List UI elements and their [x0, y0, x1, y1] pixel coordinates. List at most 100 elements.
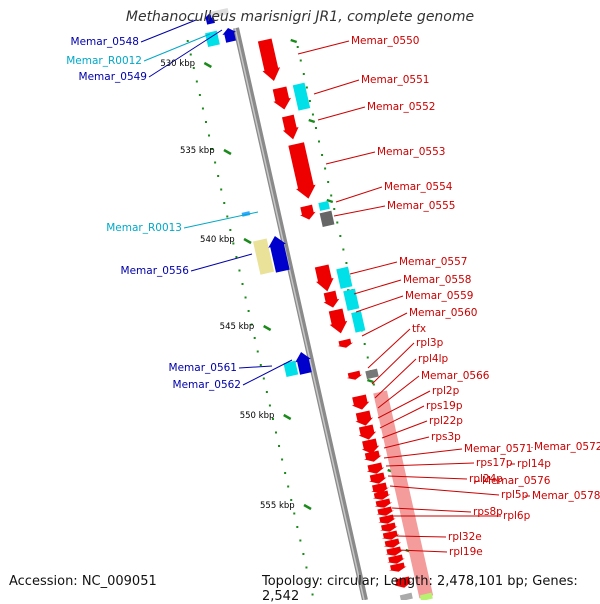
gene-label-memar-0566[interactable]: Memar_0566 [421, 370, 490, 382]
gene-memar-0554a[interactable] [298, 204, 317, 221]
gene-memar-0552[interactable] [280, 114, 301, 141]
gene-memar-0550[interactable] [256, 38, 283, 83]
gene-label-memar-0550[interactable]: Memar_0550 [351, 35, 420, 47]
gene-tail-green[interactable] [419, 592, 433, 600]
gene-ribosomal-12[interactable] [379, 522, 398, 534]
gene-label-rpl32e[interactable]: rpl32e [448, 531, 482, 543]
gene-memar-0560[interactable] [327, 308, 350, 335]
gene-label-rpl5p[interactable]: rpl5p [501, 489, 529, 501]
leader-line [313, 79, 360, 95]
label-leader-lines [140, 19, 533, 553]
gene-label-rps8p[interactable]: rps8p [473, 506, 503, 518]
leader-line [297, 40, 350, 55]
gene-label-memar-0561[interactable]: Memar_0561 [168, 362, 237, 374]
gene-ribosomal-9[interactable] [374, 498, 393, 510]
minor-tick-dot [314, 127, 317, 129]
gene-label-rpl24p[interactable]: rpl24p [469, 473, 503, 485]
gene-rpl4lp[interactable] [365, 368, 379, 380]
gene-memar-0562[interactable] [293, 350, 313, 375]
gene-ribosomal-10[interactable] [375, 506, 394, 518]
gene-label-rpl3p[interactable]: rpl3p [416, 337, 444, 349]
gene-label-memar-0549[interactable]: Memar_0549 [78, 71, 147, 83]
gene-label-rpl2p[interactable]: rpl2p [432, 385, 460, 397]
gene-fragment[interactable] [210, 8, 229, 18]
minor-tick-dot [366, 356, 369, 359]
gene-memar-0556[interactable] [266, 234, 291, 273]
gene-rpl3p[interactable] [346, 370, 363, 381]
gene-ribosomal-17[interactable] [388, 562, 407, 574]
gene-memar-0549[interactable] [221, 26, 238, 43]
gene-ribosomal-11[interactable] [377, 514, 396, 526]
gene-memar-0556-pseudo[interactable] [252, 238, 275, 275]
gene-ribosomal-8[interactable] [372, 490, 391, 502]
gene-label-rpl22p[interactable]: rpl22p [429, 415, 463, 427]
gene-label-rpl19e[interactable]: rpl19e [449, 546, 483, 558]
gene-label-memar-0571[interactable]: Memar_0571 [464, 443, 533, 455]
ribosomal-operon-band[interactable] [373, 390, 434, 599]
gene-label-tfx[interactable]: tfx [412, 323, 427, 335]
gene-memar-0561[interactable] [283, 360, 299, 377]
gene-label-memar-0554[interactable]: Memar_0554 [384, 181, 453, 193]
gene-label-rpl14p[interactable]: rpl14p [517, 458, 551, 470]
gene-label-memar-0552[interactable]: Memar_0552 [367, 101, 436, 113]
minor-tick-dot [262, 377, 265, 380]
minor-tick-dot [342, 248, 345, 251]
gene-label-rpl4lp[interactable]: rpl4lp [418, 353, 449, 365]
minor-tick-dot [281, 458, 284, 461]
gene-label-memar-r0013[interactable]: Memar_R0013 [106, 222, 182, 234]
gene-rpl19e-arrow[interactable] [393, 576, 413, 590]
gene-label-memar-0555[interactable]: Memar_0555 [387, 200, 456, 212]
ruler-label: 530 kbp [160, 59, 195, 69]
gene-label-memar-0557[interactable]: Memar_0557 [399, 256, 468, 268]
gene-ribosomal-0[interactable] [350, 394, 371, 412]
minor-tick-dot [214, 161, 217, 164]
gene-ribosomal-3[interactable] [360, 438, 381, 456]
minor-tick-dot [327, 181, 330, 183]
ruler-label: 535 kbp [179, 146, 215, 156]
gene-memar-0555[interactable] [319, 210, 335, 227]
gene-label-memar-r0012[interactable]: Memar_R0012 [66, 55, 142, 67]
gene-tail-grey[interactable] [399, 592, 413, 600]
gene-ribosomal-5[interactable] [366, 462, 386, 476]
gene-ribosomal-14[interactable] [383, 538, 402, 550]
minor-tick-dot [311, 113, 314, 116]
minor-tick-dot [201, 107, 204, 110]
gene-memar-0560b[interactable] [351, 310, 366, 333]
gene-label-rps3p[interactable]: rps3p [431, 431, 461, 443]
gene-ribosomal-4[interactable] [363, 450, 383, 464]
gene-label-memar-0558[interactable]: Memar_0558 [403, 274, 472, 286]
gene-label-rps17p[interactable]: rps17p [476, 457, 513, 469]
gene-memar-0559a[interactable] [322, 290, 341, 309]
gene-memar-0551a[interactable] [271, 86, 293, 111]
gene-tfx[interactable] [337, 338, 354, 349]
gene-ribosomal-6[interactable] [368, 472, 388, 486]
gene-label-memar-0560[interactable]: Memar_0560 [409, 307, 478, 319]
gene-label-memar-0578[interactable]: Memar_0578 [532, 490, 600, 502]
gene-label-rps19p[interactable]: rps19p [426, 400, 463, 412]
gene-ribosomal-2[interactable] [357, 424, 378, 442]
gene-label-rpl6p[interactable]: rpl6p [503, 510, 531, 522]
minor-tick-dot [268, 404, 271, 407]
gene-memar-0554[interactable] [318, 200, 330, 211]
gene-label-memar-0572[interactable]: Memar_0572 [534, 441, 600, 453]
gene-ribosomal-13[interactable] [381, 530, 400, 542]
gene-label-memar-0551[interactable]: Memar_0551 [361, 74, 430, 86]
gene-ribosomal-7[interactable] [370, 482, 390, 496]
gene-ribosomal-15[interactable] [384, 546, 404, 558]
gene-ribosomal-1[interactable] [354, 410, 375, 428]
gene-memar-0559[interactable] [343, 288, 360, 311]
gene-memar-0558[interactable] [336, 266, 353, 289]
gene-label-memar-0576[interactable]: Memar_0576 [482, 475, 551, 487]
gene-label-memar-0553[interactable]: Memar_0553 [377, 146, 446, 158]
gene-memar-0557[interactable] [313, 264, 336, 293]
gene-memar-0551[interactable] [292, 82, 311, 111]
gene-memar-0553[interactable] [286, 142, 318, 201]
gene-ribosomal-16[interactable] [386, 554, 405, 566]
minor-tick-dot [339, 235, 342, 237]
gene-label-memar-0556[interactable]: Memar_0556 [120, 265, 189, 277]
gene-label-memar-0548[interactable]: Memar_0548 [70, 36, 139, 48]
leader-line [367, 328, 411, 369]
gene-label-memar-0562[interactable]: Memar_0562 [172, 379, 241, 391]
minor-tick-dot [192, 67, 195, 69]
gene-label-memar-0559[interactable]: Memar_0559 [405, 290, 474, 302]
